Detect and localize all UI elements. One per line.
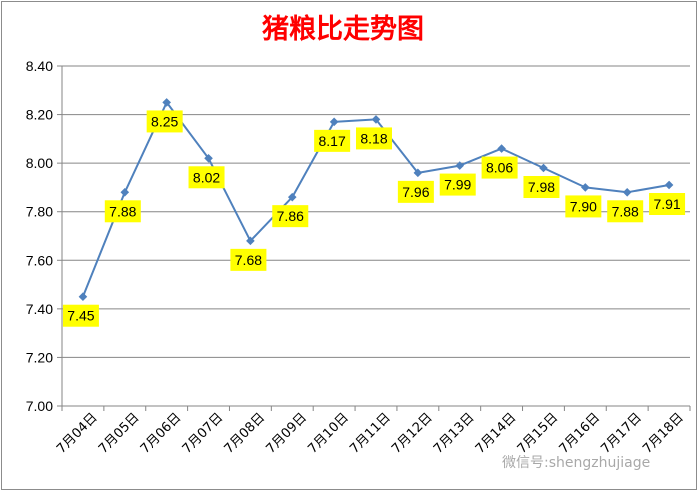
x-tick-label: 7月16日 [557,410,604,457]
data-point-marker [204,153,213,163]
data-label-box [314,129,351,152]
data-label-text: 7.68 [235,252,262,268]
y-tick-label: 7.80 [26,204,53,220]
data-point-marker [622,187,632,197]
data-label-box [439,173,476,196]
data-label-text: 7.88 [612,203,639,219]
y-tick-label: 7.00 [26,398,53,414]
watermark-text: 微信号:shengzhujiage [502,455,650,471]
data-label-text: 7.90 [570,198,597,214]
data-point-marker [539,163,548,173]
data-label: 7.45 [62,304,99,327]
y-tick-label: 7.20 [26,349,53,365]
data-label-box [146,110,183,133]
data-label-text: 8.02 [193,169,220,185]
data-label-text: 8.06 [486,160,513,176]
data-label: 8.02 [188,166,225,189]
data-label-box [565,195,602,218]
axes [57,65,691,411]
y-tick-labels: 7.00 7.20 7.40 7.60 7.80 8.00 8.20 8.40 [26,58,53,414]
gridlines [62,65,690,358]
data-label-text: 8.18 [360,130,387,146]
x-tick-labels: 7月04日7月05日7月06日7月07日7月08日7月09日7月10日7月11日… [54,410,687,457]
data-label-text: 7.45 [67,308,94,324]
data-label: 7.90 [565,195,602,218]
chart-title: 猪粮比走势图 [262,13,424,45]
data-label: 7.86 [272,205,309,228]
data-label: 7.99 [439,173,476,196]
data-label: 7.91 [649,193,686,215]
x-tick-label: 7月11日 [347,410,394,457]
data-point-marker [455,161,465,170]
data-point-marker [581,183,590,192]
data-label-box [188,166,225,189]
data-label: 8.18 [356,127,392,150]
data-label-box [356,127,392,150]
data-label-box [481,156,518,179]
data-label: 8.25 [146,110,183,133]
x-tick-label: 7月06日 [138,410,185,457]
data-point-marker [120,187,130,197]
y-tick-label: 8.00 [26,155,53,171]
data-label-box [523,176,560,198]
data-label: 8.17 [314,129,351,152]
data-label-box [397,180,434,203]
data-label: 8.06 [481,156,518,179]
x-tick-label: 7月14日 [473,410,520,457]
x-tick-label: 7月05日 [96,410,143,457]
x-tick-label: 7月12日 [389,410,436,457]
data-label-text: 7.88 [109,203,136,219]
data-point-marker [664,180,674,190]
data-label: 7.88 [104,200,141,223]
data-point-marker [78,292,88,302]
data-label: 7.98 [523,176,560,198]
data-label-text: 7.99 [444,177,471,193]
data-label-text: 8.17 [319,133,346,149]
data-point-marker [497,144,506,153]
x-tick-label: 7月07日 [180,410,227,457]
data-label: 7.96 [397,180,434,203]
x-tick-label: 7月17日 [598,410,645,457]
x-tick-label: 7月15日 [515,410,562,457]
x-tick-label: 7月04日 [54,410,101,457]
data-point-marker [413,168,423,178]
y-tick-label: 8.20 [26,107,53,123]
x-tick-label: 7月18日 [640,410,687,457]
data-point-marker [371,115,381,124]
data-label: 7.68 [230,248,267,271]
data-label-box [62,304,99,327]
data-label-text: 7.98 [528,179,555,195]
data-label-text: 8.25 [151,113,178,129]
x-tick-label: 7月10日 [305,410,352,457]
x-tick-label: 7月13日 [431,410,478,457]
data-label-text: 7.86 [277,208,304,224]
y-tick-label: 7.40 [26,301,53,317]
data-point-marker [329,117,339,127]
y-tick-label: 7.60 [26,252,53,268]
data-label-box [230,248,267,271]
data-point-marker [246,236,255,246]
data-label-box [607,200,644,223]
data-labels: 7.45 7.88 8.25 8.02 7.68 7.86 8.17 8.18 7.96 7.99… [62,110,686,327]
x-tick-label: 7月09日 [263,410,310,457]
data-label-box [272,205,309,228]
data-label-text: 7.91 [653,196,680,212]
y-tick-label: 8.40 [26,58,53,74]
data-point-marker [162,98,171,107]
x-tick-label: 7月08日 [222,410,269,457]
data-label-box [649,193,686,215]
data-label-text: 7.96 [402,184,429,200]
data-point-marker [287,192,297,202]
data-label: 7.88 [607,200,644,223]
data-label-box [104,200,141,223]
